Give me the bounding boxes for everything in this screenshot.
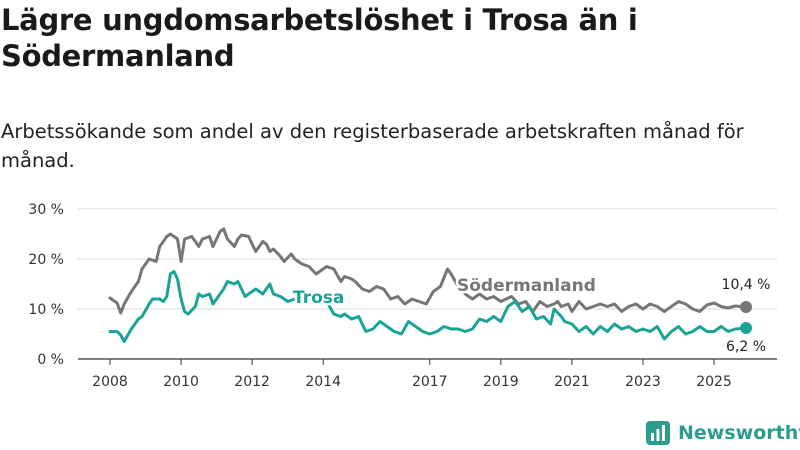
x-tick-label: 2019 bbox=[483, 374, 519, 390]
series-line-trosa bbox=[108, 270, 748, 343]
series-end-point-sodermanland bbox=[740, 301, 752, 313]
x-tick-label: 2008 bbox=[92, 374, 128, 390]
chart-subtitle: Arbetssökande som andel av den registerb… bbox=[1, 120, 744, 172]
newsworthy-logo-icon bbox=[646, 421, 670, 445]
x-tick-label: 2014 bbox=[305, 374, 341, 390]
chart-title: Lägre ungdomsarbetslöshet i Trosa än i S… bbox=[1, 3, 638, 73]
series-end-point-trosa bbox=[740, 322, 752, 334]
x-tick-label: 2012 bbox=[234, 374, 270, 390]
end-value-label-trosa: 6,2 % bbox=[726, 339, 766, 355]
y-tick-label: 0 % bbox=[37, 352, 64, 368]
series-line-sodermanland bbox=[108, 227, 748, 315]
x-tick-label: 2025 bbox=[696, 374, 732, 390]
x-tick-label: 2017 bbox=[412, 374, 448, 390]
x-tick-label: 2023 bbox=[625, 374, 661, 390]
y-tick-label: 20 % bbox=[28, 252, 64, 268]
brand-logo[interactable]: Newsworthy bbox=[645, 420, 800, 446]
brand-name: Newsworthy bbox=[678, 422, 800, 444]
series-label-trosa: Trosa bbox=[293, 288, 344, 308]
series-label-sodermanland: Södermanland bbox=[457, 276, 596, 296]
y-tick-label: 10 % bbox=[28, 302, 64, 318]
end-value-label-sodermanland: 10,4 % bbox=[722, 277, 771, 293]
y-tick-label: 30 % bbox=[28, 202, 64, 218]
x-tick-label: 2021 bbox=[554, 374, 590, 390]
x-tick-label: 2010 bbox=[163, 374, 199, 390]
